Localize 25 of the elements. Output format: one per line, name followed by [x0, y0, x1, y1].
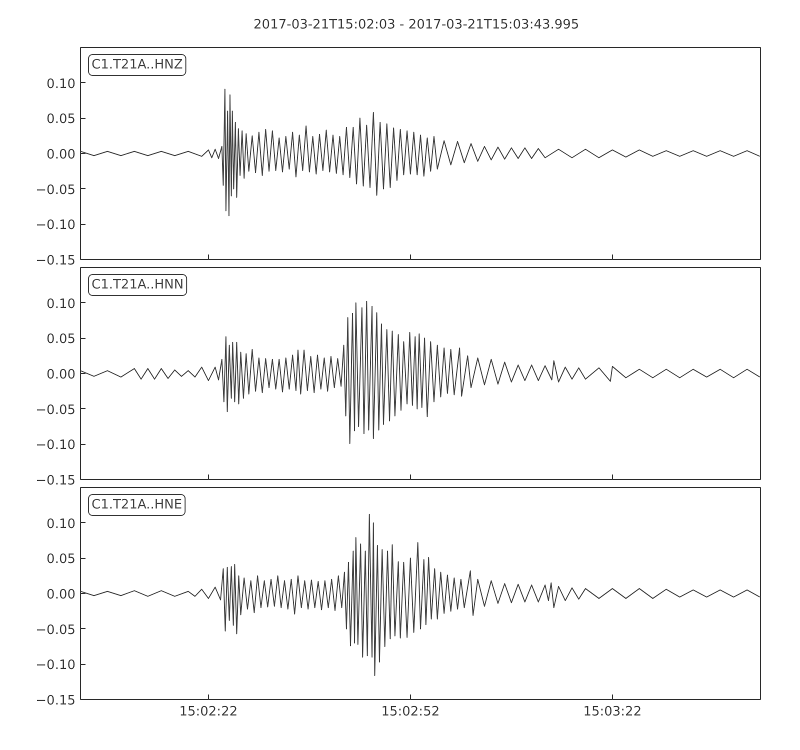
y-tick-label: 0.05: [46, 112, 76, 128]
y-tick-label: −0.05: [36, 182, 76, 198]
x-tick-label: 15:03:22: [583, 704, 642, 720]
y-tick-label: −0.15: [36, 474, 76, 488]
y-tick-label: −0.10: [36, 658, 76, 674]
chart-title: 2017-03-21T15:02:03 - 2017-03-21T15:03:43.995: [254, 18, 580, 32]
text: C1.T21A..HNN: [92, 278, 184, 292]
y-tick-label: 0.10: [46, 296, 76, 312]
text: C1.T21A..HNZ: [92, 58, 183, 72]
y-tick-label: 0.05: [46, 552, 76, 568]
y-tick-label: −0.15: [36, 254, 76, 268]
y-tick-label: −0.05: [36, 622, 76, 638]
y-tick-label: 0.05: [46, 332, 76, 348]
y-tick-label: 0.00: [46, 368, 76, 382]
y-tick-label: 0.10: [46, 76, 76, 92]
x-tick-label: 15:02:52: [381, 704, 440, 720]
y-tick-label: 0.00: [46, 588, 76, 602]
y-tick-label: 0.10: [46, 516, 76, 532]
y-tick-label: 0.00: [46, 148, 76, 162]
y-tick-label: −0.05: [36, 402, 76, 418]
x-tick-label: 15:02:22: [179, 704, 238, 720]
text: C1.T21A..HNE: [92, 498, 182, 512]
y-tick-label: −0.15: [36, 694, 76, 708]
y-tick-label: −0.10: [36, 218, 76, 234]
y-tick-label: −0.10: [36, 438, 76, 454]
